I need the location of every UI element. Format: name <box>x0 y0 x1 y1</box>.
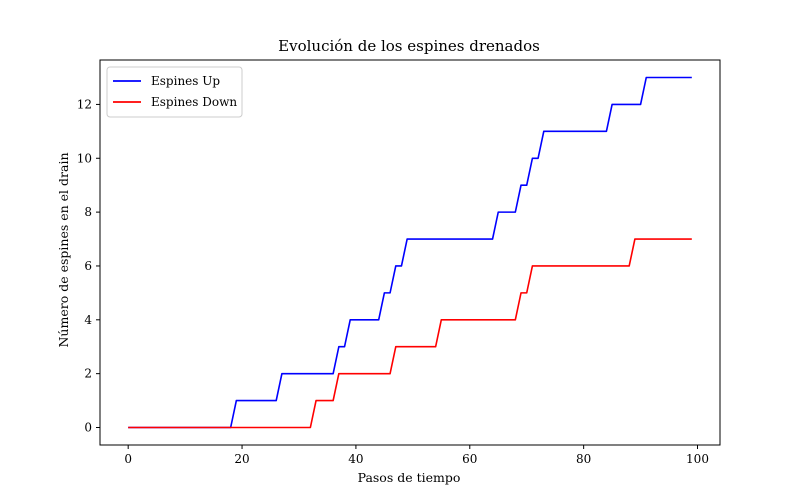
y-axis-label: Número de espines en el drain <box>56 152 71 347</box>
y-tick-label: 2 <box>84 367 92 381</box>
y-tick-label: 6 <box>84 259 92 273</box>
y-tick-label: 8 <box>84 205 92 219</box>
x-tick-label: 100 <box>686 452 709 466</box>
legend-box <box>106 66 243 118</box>
chart-title: Evolución de los espines drenados <box>278 37 540 55</box>
plot-area <box>128 76 692 429</box>
y-tick-label: 0 <box>84 421 92 435</box>
axes-frame <box>99 59 721 446</box>
series-line-espines-down <box>128 238 692 429</box>
x-axis-label: Pasos de tiempo <box>358 470 461 485</box>
y-tick-label: 12 <box>77 97 92 111</box>
series-line-espines-up <box>128 76 692 429</box>
y-tick-label: 4 <box>84 313 92 327</box>
legend-label-espines-down: Espines Down <box>151 95 237 109</box>
legend-label-espines-up: Espines Up <box>151 74 220 88</box>
x-tick-label: 20 <box>234 452 249 466</box>
legend: Espines Up Espines Down <box>106 66 243 118</box>
x-tick-label: 0 <box>124 452 132 466</box>
y-tick-label: 10 <box>77 151 92 165</box>
x-tick-label: 80 <box>576 452 591 466</box>
x-tick-label: 60 <box>462 452 477 466</box>
x-tick-label: 40 <box>348 452 363 466</box>
